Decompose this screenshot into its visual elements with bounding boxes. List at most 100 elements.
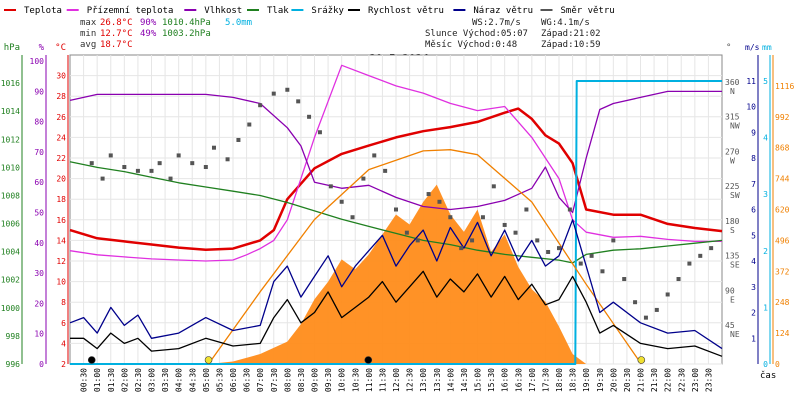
temperature-tick: 10 — [56, 278, 66, 287]
series-area-radiation — [208, 184, 587, 364]
x-tick-label: 14:00 — [446, 368, 455, 392]
wind-direction-point — [211, 145, 216, 150]
solar-tick: 124 — [775, 329, 790, 338]
wind-direction-point — [361, 176, 366, 181]
legend-label-1: Přízemní teplota — [87, 6, 174, 16]
legend-label-2: Vlhkost — [204, 6, 242, 16]
x-tick-label: 19:30 — [596, 368, 605, 392]
series-line-4 — [70, 80, 722, 365]
x-tick-label: 15:00 — [474, 368, 483, 392]
wind-direction-point — [415, 238, 420, 243]
x-tick-label: 10:00 — [338, 368, 347, 392]
humidity-tick: 20 — [34, 299, 44, 308]
x-unit-label: čas — [760, 370, 776, 381]
wind-direction-point — [157, 161, 162, 166]
wind-direction-point — [491, 184, 496, 189]
wind-direction-point — [168, 176, 173, 181]
wind-direction-point — [328, 184, 333, 189]
rain-tick: 1 — [763, 303, 768, 312]
wind-tick: 4 — [751, 257, 756, 266]
x-tick-label: 06:00 — [229, 368, 238, 392]
direction-tick-value: 180 — [725, 217, 740, 226]
temperature-tick: 30 — [56, 72, 66, 81]
x-tick-label: 03:30 — [161, 368, 170, 392]
temperature-tick: 26 — [56, 113, 66, 122]
wind-direction-point — [271, 91, 276, 96]
wind-direction-point — [394, 207, 398, 212]
series-line-6 — [70, 270, 723, 357]
pressure-tick: 996 — [6, 360, 21, 369]
x-tick-label: 00:30 — [80, 368, 89, 392]
wind-direction-point — [654, 307, 659, 312]
direction-tick-name: NE — [730, 330, 740, 339]
pressure-tick: 998 — [6, 332, 21, 341]
series-line-2 — [69, 90, 722, 214]
wind-tick: 9 — [751, 128, 756, 137]
rain-tick: 3 — [763, 190, 768, 199]
temperature-tick: 8 — [61, 298, 66, 307]
x-tick-label: 18:00 — [555, 368, 564, 392]
wind-direction-point — [546, 249, 551, 254]
wind-direction-point — [426, 192, 431, 197]
wind-direction-point — [285, 87, 290, 92]
x-tick-label: 11:00 — [365, 368, 374, 392]
wind-direction-point — [225, 157, 230, 162]
direction-tick-value: 360 — [725, 78, 740, 87]
direction-tick-value: 225 — [725, 182, 740, 191]
marker-moonset — [364, 356, 373, 364]
temperature-tick: 18 — [56, 195, 66, 204]
info-sun-set: Západ:21:02 — [541, 29, 601, 39]
info-moon: Měsíc Východ:0:48 — [425, 40, 517, 50]
rain-unit: mm — [762, 43, 772, 52]
x-tick-label: 10:30 — [351, 368, 360, 392]
wind-direction-point — [317, 130, 322, 135]
wind-direction-point — [296, 99, 301, 104]
x-tick-label: 12:30 — [406, 368, 415, 392]
wind-direction-point — [459, 246, 464, 251]
axes: 00:30 01:00 01:30 02:00 02:30 03:00 03:30 04:00… — [1, 43, 795, 392]
direction-tick-name: S — [730, 226, 735, 235]
humidity-tick: 80 — [34, 118, 44, 127]
x-tick-label: 11:30 — [378, 368, 387, 392]
marker-sunset — [637, 356, 646, 364]
solar-tick: 0 — [775, 360, 780, 369]
wind-direction-point — [176, 153, 181, 158]
x-tick-label: 15:30 — [487, 368, 496, 392]
wind-direction-point — [247, 122, 252, 127]
info-sun: Slunce Východ:05:07 — [425, 29, 528, 39]
x-tick-label: 19:00 — [582, 368, 591, 392]
stats-avg-temp: 18.7°C — [100, 40, 133, 50]
wind-direction-point — [470, 238, 475, 243]
stats-max-temp: 26.8°C — [100, 18, 133, 28]
x-tick-label: 17:30 — [541, 368, 550, 392]
stats-avg-label: avg — [80, 40, 96, 50]
legend-label-3: Tlak — [267, 6, 289, 16]
temperature-tick: 24 — [56, 133, 66, 142]
wind-direction-point — [135, 168, 140, 173]
x-tick-label: 09:00 — [311, 368, 320, 392]
wind-direction-point — [622, 277, 627, 282]
legend-label-5: Rychlost větru — [368, 6, 444, 16]
series-line-5 — [207, 149, 642, 365]
pressure-tick: 1002 — [1, 276, 20, 285]
wind-direction-point — [665, 292, 670, 297]
legend: Teplota Přízemní teplota Vlhkost Tlak Srážky… — [4, 6, 615, 16]
pressure-tick: 1012 — [1, 135, 20, 144]
x-tick-label: 13:00 — [419, 368, 428, 392]
x-tick-label: 01:30 — [107, 368, 116, 392]
wind-tick: 1 — [751, 334, 756, 343]
rain-tick: 0 — [763, 360, 768, 369]
temperature-unit: °C — [55, 43, 66, 53]
direction-tick-value: 315 — [725, 113, 740, 122]
wind-direction-point — [236, 137, 241, 142]
wind-direction-point — [557, 246, 561, 251]
wind-direction-point — [307, 114, 312, 119]
legend-label-4: Srážky — [311, 6, 344, 16]
wind-direction-point — [676, 277, 681, 282]
wind-tick: 5 — [751, 231, 756, 240]
x-tick-label: 09:30 — [324, 368, 333, 392]
stats-min-temp: 12.7°C — [100, 29, 133, 39]
info-ws: WS:2.7m/s — [472, 18, 521, 28]
humidity-unit: % — [39, 43, 45, 53]
stats-max-press: 1010.4hPa — [162, 18, 211, 28]
